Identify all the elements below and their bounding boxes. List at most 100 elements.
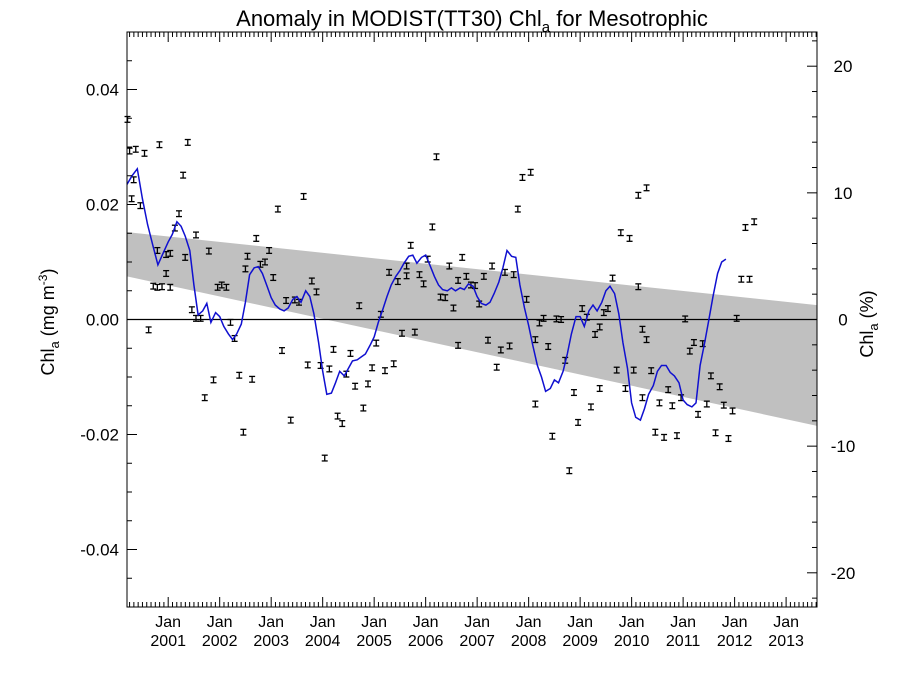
data-point: [163, 269, 170, 278]
x-month-label: Jan: [670, 614, 696, 631]
x-year-label: 2011: [666, 633, 701, 650]
data-point: [712, 429, 719, 437]
x-month-label: Jan: [619, 614, 645, 631]
data-point: [639, 394, 646, 402]
x-year-label: 2013: [768, 633, 804, 650]
data-point: [132, 145, 139, 153]
x-year-label: 2001: [150, 633, 186, 650]
data-point: [274, 205, 281, 213]
data-point: [558, 315, 565, 324]
x-year-label: 2012: [717, 633, 753, 650]
left-tick-label: -0.04: [80, 541, 119, 560]
data-point: [364, 380, 371, 388]
data-point: [639, 325, 646, 333]
data-point: [720, 401, 727, 409]
data-point: [360, 404, 367, 412]
data-point: [497, 346, 504, 354]
x-year-label: 2003: [253, 633, 289, 650]
data-point: [210, 376, 217, 384]
data-point: [352, 382, 359, 390]
data-point: [386, 268, 393, 276]
data-point: [223, 283, 230, 291]
x-year-label: 2010: [614, 633, 650, 650]
data-point: [433, 153, 440, 161]
data-point: [493, 363, 500, 371]
data-point: [652, 428, 659, 436]
data-point: [455, 276, 462, 284]
data-point: [703, 400, 710, 408]
data-point: [604, 305, 611, 313]
data-point: [398, 329, 405, 337]
data-point: [630, 366, 637, 374]
data-point: [643, 336, 650, 344]
data-point: [167, 283, 174, 291]
data-point: [205, 247, 212, 255]
data-point: [156, 141, 163, 149]
data-point: [596, 323, 603, 331]
data-point: [242, 265, 249, 273]
data-point: [635, 283, 642, 291]
data-point: [278, 347, 285, 355]
data-point: [673, 432, 680, 440]
data-point: [635, 191, 642, 199]
data-point: [587, 403, 594, 411]
data-point: [626, 234, 633, 242]
data-point: [523, 295, 530, 303]
right-tick-label: -20: [831, 564, 856, 583]
data-point: [347, 349, 354, 357]
data-point: [746, 275, 753, 283]
data-point: [182, 253, 189, 261]
data-point: [180, 171, 187, 179]
data-point: [661, 433, 668, 441]
data-point: [321, 454, 328, 462]
x-year-label: 2006: [408, 633, 444, 650]
data-point: [733, 314, 740, 322]
axes-layer: 0.040.020.00-0.02-0.0420100-10-20Jan2001…: [80, 31, 856, 650]
data-point: [665, 386, 672, 394]
data-point: [193, 314, 199, 322]
data-point: [536, 319, 543, 327]
data-point: [514, 205, 521, 213]
data-point: [613, 366, 620, 374]
data-point: [455, 341, 462, 349]
left-tick-label: 0.02: [86, 196, 119, 215]
data-point: [218, 281, 225, 289]
data-point: [506, 342, 513, 350]
data-point: [416, 271, 423, 279]
right-tick-label: 20: [834, 57, 853, 76]
data-point: [707, 372, 714, 380]
data-point: [596, 384, 603, 393]
data-point: [326, 365, 333, 373]
data-point: [575, 418, 582, 426]
x-month-label: Jan: [773, 614, 799, 631]
x-year-label: 2007: [459, 633, 495, 650]
data-point: [532, 336, 539, 344]
left-tick-label: 0.04: [86, 81, 119, 100]
data-point: [484, 336, 491, 344]
data-point: [420, 280, 427, 288]
right-tick-label: 10: [834, 184, 853, 203]
x-month-label: Jan: [413, 614, 439, 631]
data-point: [145, 326, 152, 334]
right-axis-label: Chla (%): [857, 290, 881, 357]
data-point: [167, 249, 174, 257]
x-year-label: 2009: [562, 633, 598, 650]
data-point: [262, 258, 268, 266]
x-month-label: Jan: [361, 614, 387, 631]
left-axis-label: Chla (mg m-3): [36, 269, 62, 376]
data-point: [566, 467, 573, 475]
data-point: [446, 262, 453, 270]
x-year-label: 2002: [202, 633, 238, 650]
data-point: [592, 330, 599, 338]
data-point: [751, 218, 758, 226]
data-point: [617, 229, 624, 237]
data-point: [249, 375, 256, 383]
data-point: [150, 282, 157, 290]
data-point: [403, 272, 410, 280]
data-point: [609, 274, 616, 282]
data-point: [450, 304, 457, 312]
data-point: [429, 223, 436, 231]
smoothed-series-line: [126, 166, 727, 422]
x-year-label: 2004: [305, 633, 341, 650]
data-point: [527, 168, 534, 176]
